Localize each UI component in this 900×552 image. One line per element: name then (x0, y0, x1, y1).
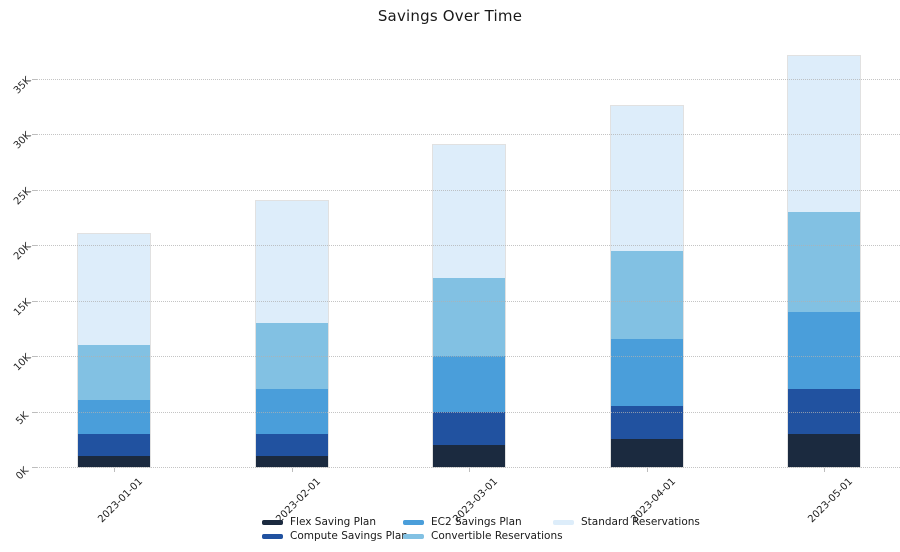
y-tick-mark (31, 467, 37, 468)
x-tick-mark (469, 468, 471, 472)
bar-segment-compute-savings-plan[interactable] (788, 389, 861, 434)
y-tick-mark (31, 134, 37, 135)
legend-label: Compute Savings Plan (290, 530, 408, 542)
bar-2023-01-01[interactable] (78, 233, 150, 467)
bar-segment-convertible-reservations[interactable] (610, 250, 683, 340)
x-tick-mark (114, 468, 115, 472)
bar-2023-05-01[interactable] (788, 56, 861, 467)
legend-item-standard-reservations[interactable]: Standard Reservations (553, 516, 700, 528)
bar-segment-convertible-reservations[interactable] (788, 211, 861, 312)
x-tick-mark (824, 468, 826, 472)
bar-segment-compute-savings-plan[interactable] (78, 433, 150, 456)
y-tick-label: 15K (11, 296, 34, 318)
bar-2023-03-01[interactable] (433, 145, 506, 467)
bar-segment-standard-reservations[interactable] (433, 145, 506, 279)
x-tick-label: 2023-04-01 (629, 476, 678, 526)
bar-segment-compute-savings-plan[interactable] (433, 411, 506, 445)
y-tick-mark (31, 189, 37, 191)
bar-segment-flex-saving-plan[interactable] (610, 439, 683, 467)
gridline-35k (37, 78, 900, 80)
bar-segment-ec2-savings-plan[interactable] (610, 339, 683, 406)
bar-segment-flex-saving-plan[interactable] (788, 433, 861, 467)
bar-segment-ec2-savings-plan[interactable] (433, 356, 506, 412)
legend-label: Convertible Reservations (431, 530, 563, 542)
bar-segment-standard-reservations[interactable] (788, 56, 861, 212)
legend-swatch-icon (403, 533, 424, 539)
y-tick-mark (31, 78, 37, 80)
bar-segment-standard-reservations[interactable] (78, 233, 150, 345)
bar-segment-convertible-reservations[interactable] (255, 322, 328, 390)
bar-2023-04-01[interactable] (610, 106, 683, 467)
legend-swatch-icon (553, 519, 574, 525)
chart-title: Savings Over Time (377, 7, 523, 25)
y-tick-mark (31, 356, 37, 357)
bar-segment-compute-savings-plan[interactable] (255, 433, 328, 456)
legend-item-convertible-reservations[interactable]: Convertible Reservations (403, 530, 563, 542)
legend-label: EC2 Savings Plan (431, 516, 522, 528)
bar-segment-standard-reservations[interactable] (255, 200, 328, 323)
bar-segment-flex-saving-plan[interactable] (78, 455, 150, 467)
y-tick-label: 35K (11, 74, 34, 96)
legend-swatch-icon (262, 519, 283, 525)
legend-swatch-icon (262, 533, 283, 539)
bar-segment-ec2-savings-plan[interactable] (788, 311, 861, 390)
y-tick-label: 25K (11, 185, 34, 207)
bar-segment-compute-savings-plan[interactable] (610, 405, 683, 440)
legend-item-flex-saving-plan[interactable]: Flex Saving Plan (262, 516, 376, 528)
y-tick-mark (31, 411, 37, 413)
x-tick-mark (291, 468, 293, 472)
bar-segment-flex-saving-plan[interactable] (433, 444, 506, 467)
y-tick-label: 30K (11, 129, 34, 152)
y-tick-label: 20K (11, 240, 34, 263)
bar-2023-02-01[interactable] (255, 200, 328, 467)
y-tick-mark (31, 300, 37, 302)
y-tick-label: 10K (11, 351, 34, 374)
legend-swatch-icon (403, 519, 424, 525)
legend-label: Flex Saving Plan (290, 516, 377, 528)
y-tick-label: 0K (14, 465, 32, 483)
bar-segment-flex-saving-plan[interactable] (255, 455, 328, 467)
legend-item-compute-savings-plan[interactable]: Compute Savings Plan (262, 530, 408, 542)
bar-segment-ec2-savings-plan[interactable] (78, 400, 150, 434)
x-tick-label: 2023-05-01 (806, 476, 856, 526)
y-tick-label: 5K (14, 409, 32, 427)
legend-label: Standard Reservations (581, 516, 700, 528)
legend-item-ec2-savings-plan[interactable]: EC2 Savings Plan (403, 516, 522, 528)
gridline-30k (37, 134, 900, 135)
y-tick-mark (31, 245, 37, 246)
bar-segment-standard-reservations[interactable] (610, 106, 683, 251)
x-tick-mark (646, 468, 648, 472)
x-tick-label: 2023-01-01 (96, 476, 146, 526)
bar-segment-convertible-reservations[interactable] (78, 344, 150, 401)
bar-segment-convertible-reservations[interactable] (433, 278, 506, 356)
bar-segment-ec2-savings-plan[interactable] (255, 389, 328, 434)
